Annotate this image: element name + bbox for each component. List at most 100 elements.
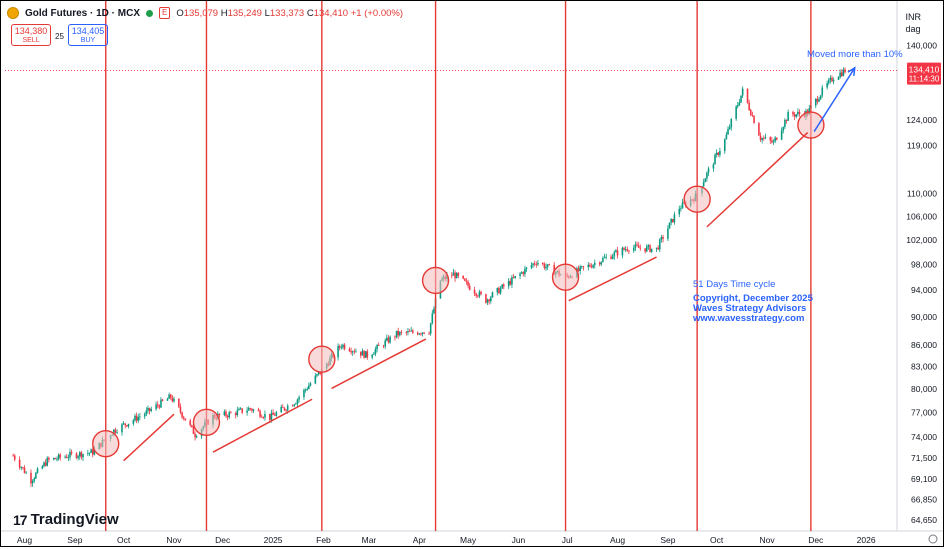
moved-annotation: Moved more than 10% — [807, 49, 903, 60]
candle-body — [308, 385, 310, 390]
candle-body — [831, 77, 833, 82]
candle-body — [399, 331, 401, 336]
candle-body — [283, 407, 286, 410]
candle-body — [645, 246, 648, 252]
candle-body — [457, 273, 460, 276]
candle-body — [816, 98, 819, 102]
candle-body — [70, 451, 73, 454]
candle-body — [75, 453, 78, 458]
candle-body — [285, 409, 287, 411]
candle-body — [491, 292, 494, 298]
candle-body — [18, 459, 21, 468]
candle-body — [613, 252, 616, 257]
candle-body — [433, 308, 435, 314]
candle-body — [350, 351, 352, 353]
candle-body — [408, 331, 411, 332]
candle-body — [59, 454, 62, 458]
candle-body — [314, 375, 317, 384]
candle-body — [407, 331, 409, 333]
candle-body — [548, 264, 551, 266]
candle-body — [348, 349, 351, 352]
candle-body — [637, 245, 640, 248]
low-value: 133,373 — [269, 7, 305, 19]
candle-body — [241, 408, 244, 413]
candle-body — [511, 277, 513, 285]
x-tick-label: Sep — [660, 535, 675, 545]
tradingview-logo[interactable]: 17 TradingView — [13, 511, 119, 528]
candle-body — [626, 249, 629, 251]
x-tick-label: Oct — [117, 535, 131, 545]
candle-body — [386, 337, 388, 341]
candle-body — [660, 236, 663, 240]
candle-body — [342, 344, 344, 348]
cycle-circle — [421, 266, 450, 295]
candle-body — [239, 408, 242, 410]
candle-body — [13, 455, 16, 460]
change-value: +1 (+0.00%) — [350, 7, 404, 19]
sell-price: 134,380 — [14, 26, 48, 36]
x-tick-label: Apr — [413, 535, 426, 545]
candle-body — [818, 99, 820, 102]
candle-body — [423, 332, 425, 334]
candle-body — [837, 77, 840, 80]
candle-body — [124, 423, 127, 426]
candle-body — [246, 410, 248, 413]
candle-body — [650, 248, 653, 252]
candle-body — [464, 278, 466, 281]
x-tick-label: May — [460, 535, 477, 545]
candle-body — [507, 280, 510, 287]
trend-line — [568, 256, 657, 302]
candle-body — [736, 105, 739, 107]
y-tick-label: 102,000 — [906, 235, 937, 245]
candle-body — [169, 394, 172, 398]
candle-body — [535, 264, 538, 266]
symbol-title[interactable]: Gold Futures · 1D · MCX — [25, 7, 140, 19]
candle-body — [132, 420, 135, 424]
tv-logo-text: TradingView — [30, 511, 119, 528]
candle-body — [343, 344, 346, 350]
candle-body — [725, 134, 728, 140]
candle-body — [668, 222, 671, 229]
candle-body — [702, 182, 705, 187]
x-tick-label: Mar — [362, 535, 377, 545]
projection-arrow-head — [847, 66, 856, 76]
y-tick-label: 77,000 — [911, 408, 937, 418]
candle-body — [680, 208, 682, 210]
candle-body — [77, 456, 79, 458]
candle-body — [671, 218, 674, 223]
buy-button[interactable]: 134,405 BUY — [68, 24, 108, 46]
candle-body — [195, 436, 198, 438]
candle-body — [501, 284, 503, 289]
last-price-label: 134,410 — [909, 65, 940, 75]
candle-body — [632, 247, 635, 251]
candle-body — [166, 398, 169, 401]
candle-body — [603, 257, 606, 259]
candle-body — [712, 164, 715, 169]
candle-body — [452, 272, 455, 276]
candle-body — [543, 264, 546, 269]
candle-body — [282, 406, 284, 408]
trend-line — [212, 398, 313, 453]
candle-body — [649, 245, 651, 252]
sell-button[interactable]: 134,380 SELL — [11, 24, 51, 46]
candle-body — [616, 250, 619, 256]
candle-body — [36, 468, 39, 473]
candle-body — [784, 119, 786, 128]
candle-body — [238, 408, 240, 411]
buy-price: 134,405 — [71, 26, 105, 36]
candle-body — [681, 202, 684, 209]
cycle-circle — [308, 345, 336, 373]
candle-body — [236, 410, 239, 416]
candle-body — [252, 409, 255, 411]
currency-selector[interactable]: INR dag — [906, 11, 922, 35]
candle-body — [161, 399, 164, 401]
candle-body — [33, 478, 36, 481]
candle-body — [468, 285, 471, 290]
candle-body — [52, 458, 55, 460]
candle-body — [808, 108, 811, 115]
y-tick-label: 98,000 — [911, 260, 937, 270]
candle-body — [762, 138, 765, 139]
candle-body — [116, 432, 118, 434]
settings-icon[interactable] — [928, 534, 938, 544]
